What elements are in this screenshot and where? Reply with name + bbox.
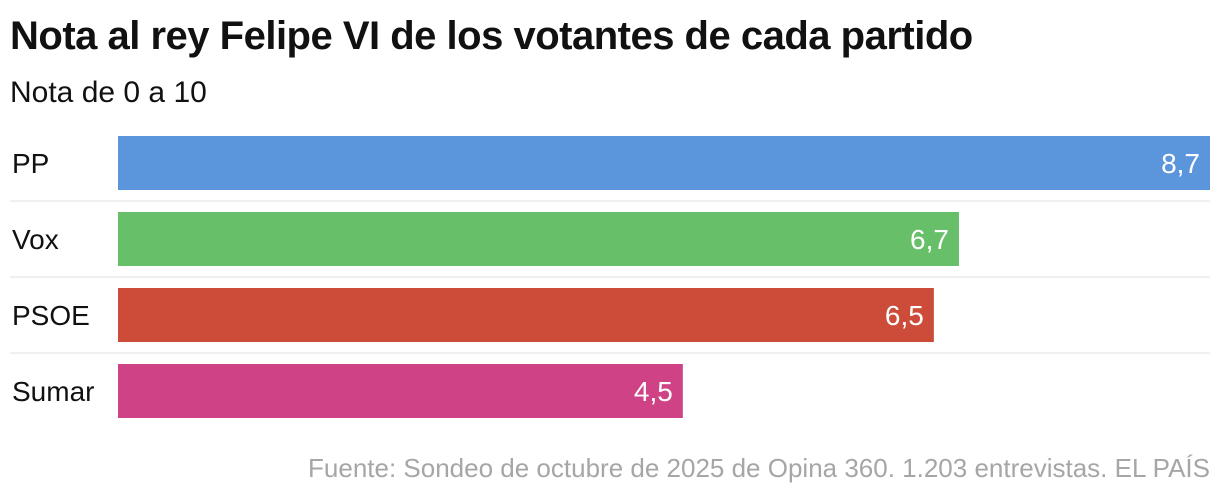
source-note: Fuente: Sondeo de octubre de 2025 de Opi… (308, 453, 1210, 483)
value-label-psoe: 6,5 (885, 300, 924, 331)
bar-sumar (118, 364, 683, 418)
category-label-psoe: PSOE (12, 300, 90, 331)
bar-vox (118, 212, 959, 266)
value-label-vox: 6,7 (910, 224, 949, 255)
bar-psoe (118, 288, 934, 342)
category-label-pp: PP (12, 148, 49, 179)
category-label-sumar: Sumar (12, 376, 94, 407)
value-label-sumar: 4,5 (634, 376, 673, 407)
bar-chart: PP 8,7 Vox 6,7 PSOE 6,5 Sumar 4,5 (10, 136, 1210, 418)
value-label-pp: 8,7 (1161, 148, 1200, 179)
category-label-vox: Vox (12, 224, 59, 255)
chart-title: Nota al rey Felipe VI de los votantes de… (10, 14, 973, 58)
bar-pp (118, 136, 1210, 190)
chart-subtitle: Nota de 0 a 10 (10, 76, 207, 109)
